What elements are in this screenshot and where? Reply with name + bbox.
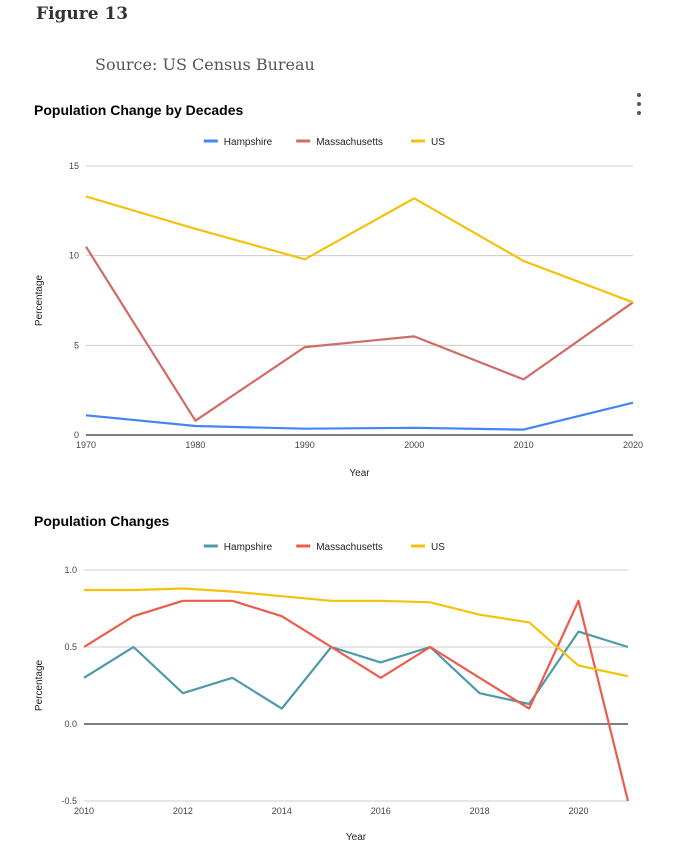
x-tick-label: 2018 (470, 806, 490, 816)
y-tick-label: 10 (69, 251, 79, 261)
population-change-by-decades-chart: Population Change by Decades Hampshire Mas… (34, 102, 643, 479)
y-tick-label: -0.5 (61, 796, 77, 806)
x-tick-label: 2010 (514, 440, 534, 450)
legend-label-massachusetts: Massachusetts (316, 137, 383, 148)
x-tick-label: 2012 (173, 806, 193, 816)
y-tick-label: 0.5 (64, 642, 77, 652)
series-line-us (84, 587, 629, 678)
legend-label-us: US (431, 542, 445, 553)
series-line-massachusetts (85, 246, 634, 422)
chart-title: Population Changes (34, 513, 170, 529)
x-tick-label: 2000 (404, 440, 424, 450)
series-line-massachusetts (83, 599, 630, 802)
source-note: Source: US Census Bureau (95, 55, 315, 74)
legend-label-us: US (431, 137, 445, 148)
y-axis-title: Percentage (34, 274, 45, 326)
series-line-hampshire (85, 401, 634, 431)
x-tick-label: 2010 (74, 806, 94, 816)
y-tick-label: 0.0 (64, 719, 77, 729)
y-tick-label: 5 (74, 340, 79, 350)
x-tick-label: 1980 (185, 440, 205, 450)
x-tick-label: 1970 (76, 440, 96, 450)
legend-label-massachusetts: Massachusetts (316, 542, 383, 553)
x-tick-label: 1990 (295, 440, 315, 450)
x-tick-label: 2020 (623, 440, 643, 450)
legend-label-hampshire: Hampshire (224, 137, 273, 148)
more-options-icon[interactable] (632, 93, 646, 115)
chart-title: Population Change by Decades (34, 102, 243, 118)
x-tick-label: 2014 (272, 806, 292, 816)
x-tick-label: 2016 (371, 806, 391, 816)
y-tick-label: 1.0 (64, 565, 77, 575)
y-tick-label: 15 (69, 161, 79, 171)
y-tick-label: 0 (74, 430, 79, 440)
figure-label: Figure 13 (36, 4, 129, 24)
x-axis-title: Year (346, 832, 367, 843)
series-line-us (85, 195, 634, 304)
x-tick-label: 2020 (569, 806, 589, 816)
legend-label-hampshire: Hampshire (224, 542, 273, 553)
x-axis-title: Year (349, 468, 370, 479)
y-axis-title: Percentage (34, 659, 45, 711)
